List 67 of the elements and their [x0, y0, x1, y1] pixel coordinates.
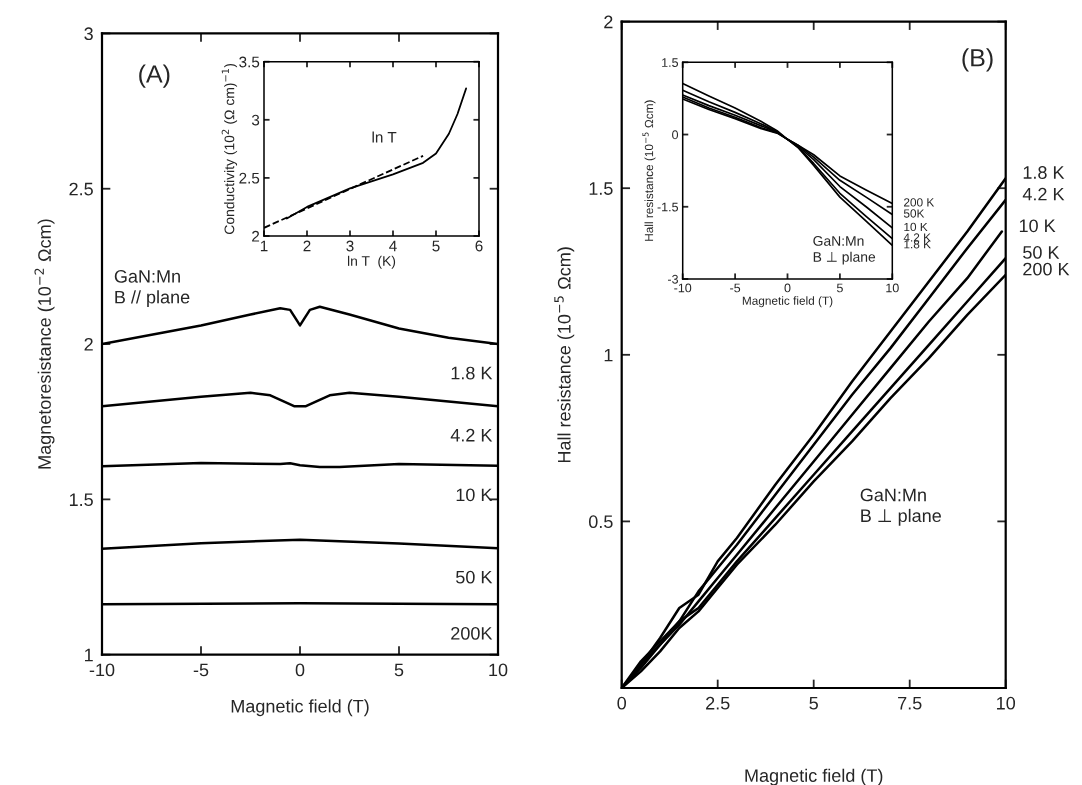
x-tick-label: 2.5 [706, 696, 730, 710]
y-tick-label: 1.5 [662, 58, 679, 67]
y-tick-label: 2 [252, 230, 260, 242]
y-tick-label: 1 [604, 348, 613, 362]
y-tick-label: 2 [604, 15, 613, 29]
series-label: 10 K [1019, 219, 1056, 233]
text: (A) [139, 64, 170, 88]
x-tick-label: 1 [260, 240, 268, 252]
y-tick-label: 3 [84, 27, 93, 41]
x-axis-title: Magnetic field (T) [745, 768, 883, 785]
y-tick-label: 1.5 [69, 493, 93, 507]
series-label: 200K [451, 626, 493, 640]
series-label: 1.8 K [904, 240, 931, 249]
series-label: 10 K [904, 222, 928, 232]
x-tick-label: 5 [836, 283, 843, 293]
y-tick-label: 0.5 [588, 515, 613, 529]
x-tick-label: 7.5 [898, 697, 922, 710]
series-label: 4.2 K [903, 233, 931, 242]
x-tick-label: 5 [809, 697, 818, 710]
x-tick-label: 5 [394, 663, 404, 677]
x-tick-label: 0 [295, 663, 305, 677]
annotation: ln T [372, 131, 397, 143]
series-label: 50 K [456, 570, 493, 584]
series-label: 1.8 K [1023, 166, 1065, 179]
y-tick-label: 2 [84, 337, 93, 351]
y-axis-title: Conductivity (10$^{2}$ (Ω cm)$^{−1}$) [221, 63, 238, 234]
x-axis-title: Magnetic field (T) [231, 699, 369, 717]
x-tick-label: 10 [886, 283, 899, 293]
x-tick-label: 4 [389, 240, 397, 252]
x-tick-label: -5 [193, 663, 209, 677]
x-tick-label: -10 [674, 283, 692, 293]
series-label: 1.8 K [451, 366, 493, 380]
series-label: 4.2 K [450, 428, 493, 442]
series-label: 50K [903, 209, 925, 218]
x-tick-label: -10 [89, 663, 115, 677]
x-tick-label: 5 [432, 240, 440, 252]
y-tick-label: 3.5 [239, 56, 260, 68]
text: (B) [962, 48, 993, 72]
y-tick-label: -1.5 [657, 202, 679, 212]
y-tick-label: -3 [667, 274, 678, 284]
x-tick-label: 0 [784, 283, 791, 293]
annotation: GaN:Mn B // plane [114, 269, 190, 308]
y-tick-label: 1 [85, 648, 93, 662]
x-tick-label: 10 [997, 696, 1016, 710]
annotation: GaN:Mn B ⊥ plane [860, 488, 941, 526]
y-tick-label: 2.5 [239, 172, 260, 184]
series-label: 50 K [1023, 246, 1060, 259]
series-label: 200 K [904, 198, 935, 207]
x-axis-title: ln T (K) [347, 255, 396, 269]
series-label: 10 K [456, 488, 493, 502]
x-tick-label: 0 [617, 696, 627, 710]
y-axis-title: Hall resistance (10$^{−5}$ Ωcm) [642, 100, 656, 241]
y-axis-title: Magnetoresistance (10$^{−2}$ Ωcm) [34, 219, 55, 469]
y-tick-label: 2.5 [69, 182, 93, 196]
annotation: GaN:Mn B ⊥ plane [813, 236, 876, 265]
x-tick-label: 3 [346, 240, 354, 252]
x-axis-title: Magnetic field (T) [742, 296, 833, 308]
x-tick-label: 2 [303, 240, 311, 252]
y-tick-label: 0 [672, 130, 679, 140]
x-tick-label: 10 [489, 663, 508, 677]
y-tick-label: 1.5 [589, 182, 613, 195]
series-label: 4.2 K [1022, 187, 1065, 201]
x-tick-label: -5 [730, 283, 741, 293]
y-tick-label: 3 [251, 114, 260, 126]
y-axis-title: Hall resistance (10$^{−5}$ Ωcm) [554, 247, 575, 463]
x-tick-label: 6 [475, 240, 483, 252]
series-label: 200 K [1023, 262, 1070, 276]
